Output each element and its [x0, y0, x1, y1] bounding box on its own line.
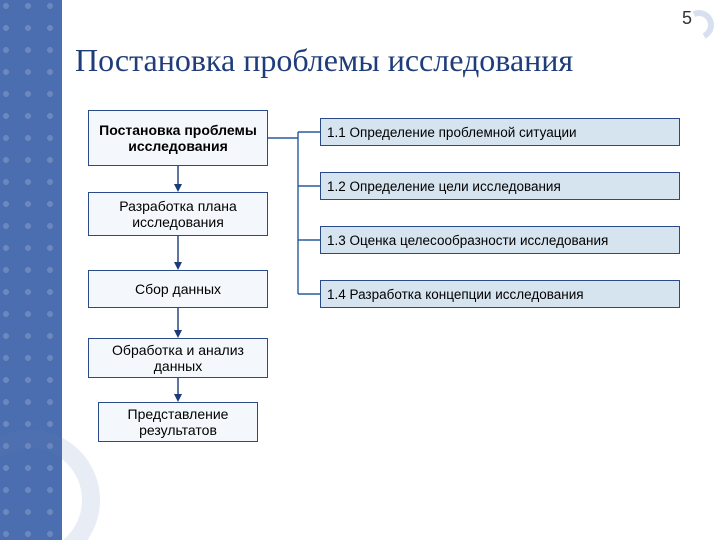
process-box-b4: Обработка и анализ данных — [88, 338, 268, 378]
diagram-stage: Постановка проблемы исследования Разработ… — [70, 100, 720, 520]
detail-box-d4: 1.4 Разработка концепции исследования — [320, 280, 680, 308]
detail-box-d2: 1.2 Определение цели исследования — [320, 172, 680, 200]
process-box-b2: Разработка плана исследования — [88, 192, 268, 236]
process-box-b1: Постановка проблемы исследования — [88, 110, 268, 166]
detail-box-d3: 1.3 Оценка целесообразности исследования — [320, 226, 680, 254]
process-box-b3: Сбор данных — [88, 270, 268, 308]
process-box-b5: Представление результатов — [98, 402, 258, 442]
detail-box-d1: 1.1 Определение проблемной ситуации — [320, 118, 680, 146]
page-number: 5 — [682, 8, 692, 29]
slide-title: Постановка проблемы исследования — [75, 42, 573, 79]
